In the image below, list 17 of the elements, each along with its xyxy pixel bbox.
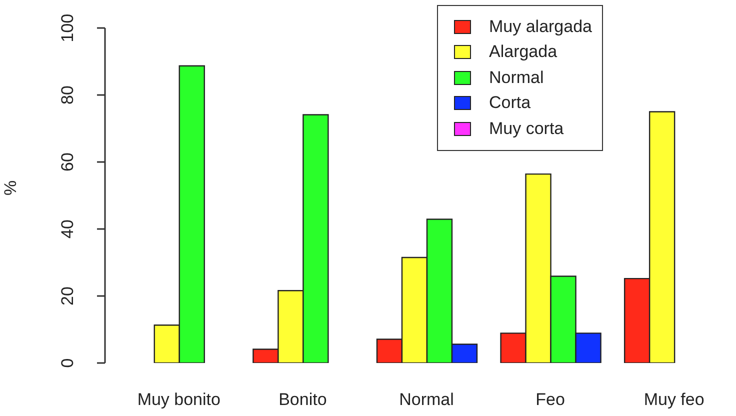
y-tick-label: 100 [58, 14, 77, 42]
y-tick-label: 60 [58, 152, 77, 172]
x-tick-label: Bonito [278, 390, 327, 410]
x-tick-label: Normal [399, 390, 454, 410]
y-tick-label: 80 [58, 86, 77, 104]
legend-label: Alargada [489, 42, 558, 62]
legend-label: Muy corta [489, 118, 564, 139]
y-tick-label: 0 [58, 358, 77, 368]
legend-label: Muy alargada [489, 16, 592, 37]
x-tick-label: Muy feo [644, 390, 704, 410]
x-tick-label: Feo [536, 390, 565, 410]
legend-label: Corta [489, 93, 531, 114]
x-tick-label: Muy bonito [137, 390, 220, 410]
y-tick-label: 40 [58, 220, 77, 238]
y-tick-label: 20 [58, 286, 77, 306]
y-axis-title: % [1, 180, 20, 196]
legend-label: Normal [489, 68, 544, 88]
